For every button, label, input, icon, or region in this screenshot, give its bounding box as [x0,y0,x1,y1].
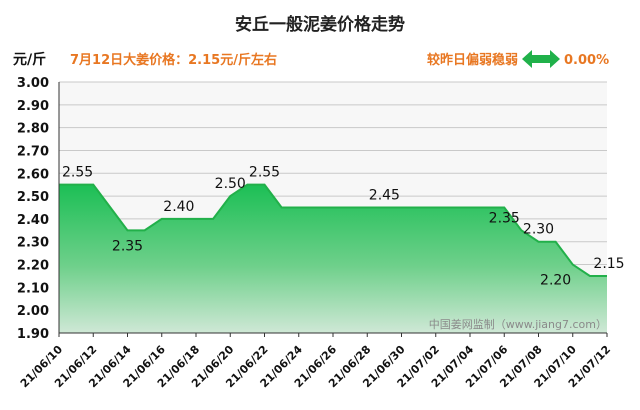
change-value: 0.00% [564,53,609,68]
y-tick-label: 2.90 [17,99,49,114]
y-tick-label: 3.00 [17,76,49,91]
data-label: 2.50 [215,176,246,192]
chart-title: 安丘一般泥姜价格走势 [235,14,405,35]
change-text: 较昨日偏弱稳弱 [427,52,518,68]
data-label: 2.20 [540,273,571,289]
watermark: 中国姜网监制（www.jiang7.com） [429,317,607,331]
series-area [59,184,607,333]
y-tick-label: 1.90 [17,327,49,342]
y-tick-label: 2.80 [17,122,49,137]
data-label: 2.35 [112,238,143,254]
data-label: 2.35 [489,210,520,226]
y-tick-label: 2.40 [17,213,49,228]
data-label: 2.30 [523,222,554,238]
y-tick-label: 2.10 [17,281,49,296]
data-label: 2.55 [249,165,280,181]
subtitle: 7月12日大姜价格：2.15元/斤左右 [70,52,277,68]
data-label: 2.55 [62,165,93,181]
data-label: 2.40 [163,199,194,215]
double-arrow-icon [522,50,560,68]
y-axis-label: 元/斤 [13,51,46,68]
y-tick-label: 2.00 [17,304,49,319]
y-tick-label: 2.30 [17,236,49,251]
series-line [59,183,607,277]
data-label: 2.45 [369,188,400,204]
y-tick-label: 2.50 [17,190,49,205]
y-tick-label: 2.20 [17,259,49,274]
y-tick-label: 2.70 [17,144,49,159]
y-tick-label: 2.60 [17,167,49,182]
data-label: 2.15 [593,256,624,272]
